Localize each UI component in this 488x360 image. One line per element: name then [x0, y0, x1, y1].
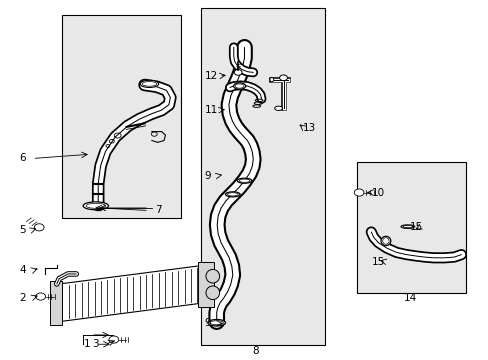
Circle shape: [279, 75, 287, 81]
Text: 15: 15: [371, 257, 385, 267]
Circle shape: [36, 293, 45, 300]
Circle shape: [109, 336, 119, 343]
Text: 5: 5: [19, 225, 26, 235]
Text: 7: 7: [155, 206, 161, 216]
Ellipse shape: [205, 269, 219, 283]
Circle shape: [234, 69, 242, 75]
Ellipse shape: [83, 202, 108, 210]
Text: 11: 11: [204, 105, 217, 115]
Text: 2: 2: [19, 293, 26, 303]
Ellipse shape: [140, 80, 158, 87]
Bar: [61, 15, 181, 218]
Circle shape: [353, 189, 363, 196]
Text: 3: 3: [92, 339, 99, 349]
Polygon shape: [50, 281, 61, 324]
Text: 13: 13: [303, 123, 316, 133]
Bar: [356, 162, 466, 293]
Ellipse shape: [400, 225, 414, 228]
Ellipse shape: [225, 192, 240, 197]
Ellipse shape: [274, 106, 282, 111]
Ellipse shape: [380, 236, 390, 246]
Text: 4: 4: [19, 265, 26, 275]
Ellipse shape: [207, 319, 225, 326]
Text: 10: 10: [371, 188, 385, 198]
Ellipse shape: [269, 77, 273, 82]
Bar: [200, 8, 325, 345]
Ellipse shape: [237, 178, 251, 183]
Ellipse shape: [205, 286, 219, 300]
Polygon shape: [198, 262, 214, 307]
Ellipse shape: [233, 83, 245, 89]
Text: 1: 1: [83, 339, 90, 349]
Circle shape: [34, 224, 44, 231]
Polygon shape: [59, 266, 200, 321]
Text: 8: 8: [251, 346, 258, 356]
Text: 12: 12: [204, 71, 217, 81]
Text: 9: 9: [203, 171, 210, 181]
Text: 14: 14: [403, 293, 416, 303]
Text: 15: 15: [408, 222, 422, 231]
Text: 6: 6: [19, 153, 26, 163]
Text: 9: 9: [203, 319, 210, 328]
